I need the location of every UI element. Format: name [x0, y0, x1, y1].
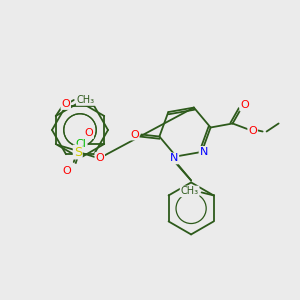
Text: O: O [95, 153, 104, 163]
Text: N: N [200, 147, 208, 157]
Text: O: O [62, 166, 71, 176]
Text: O: O [84, 128, 93, 138]
Text: O: O [61, 99, 70, 109]
Text: O: O [130, 130, 139, 140]
Text: CH₃: CH₃ [181, 186, 199, 197]
Text: N: N [170, 153, 178, 164]
Text: O: O [248, 127, 257, 136]
Text: Cl: Cl [76, 139, 87, 149]
Text: CH₃: CH₃ [77, 95, 95, 105]
Text: S: S [74, 146, 82, 158]
Text: O: O [240, 100, 249, 110]
